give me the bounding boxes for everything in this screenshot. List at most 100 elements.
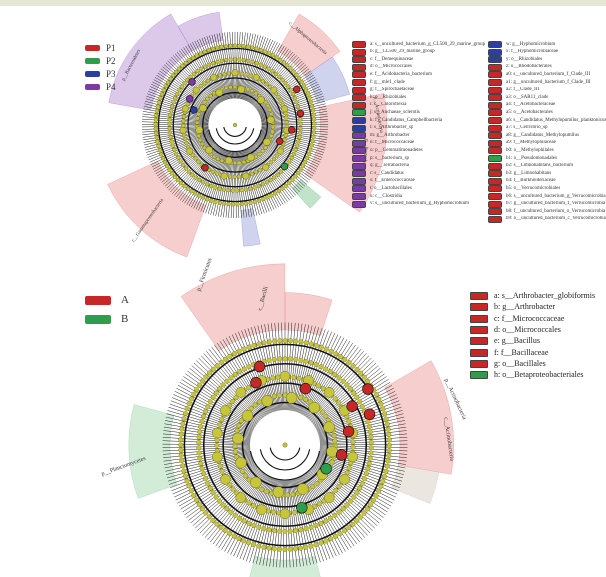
taxon-node (297, 135, 302, 140)
taxon-node (283, 183, 289, 188)
taxon-node (271, 393, 277, 399)
taxon-node (368, 445, 374, 451)
taxon-node (254, 170, 259, 175)
taxon-node (313, 362, 319, 368)
taxon-node (179, 127, 187, 134)
branch-line (174, 391, 254, 430)
taxa-key-item: i: c__Chloroflexia (352, 101, 407, 109)
taxa-key-swatch (488, 147, 502, 155)
legend-item-p4: P4 (85, 82, 116, 92)
taxon-node (215, 88, 224, 97)
taxon-node (386, 453, 392, 459)
taxon-node (323, 518, 329, 524)
taxon-node (266, 357, 272, 363)
taxon-node (241, 159, 246, 165)
taxon-node (153, 130, 159, 136)
taxon-node (300, 163, 306, 168)
taxa-key-item: f: g__mle1_clade (352, 79, 405, 86)
taxon-node (157, 148, 162, 153)
taxon-node (303, 159, 308, 164)
taxon-node (386, 442, 392, 448)
taxon-node (178, 437, 184, 443)
taxon-node (159, 152, 164, 157)
taxon-node (269, 133, 274, 138)
taxon-node (171, 73, 176, 78)
taxa-key-label: a2: f__Clade_III (506, 87, 540, 93)
taxon-node (267, 107, 272, 113)
taxon-node (354, 490, 360, 496)
taxon-node (168, 76, 173, 81)
taxon-node (220, 172, 228, 180)
taxon-node (376, 488, 382, 494)
taxon-node (212, 451, 223, 463)
taxon-node (181, 114, 186, 119)
taxa-key-swatch (352, 63, 366, 71)
taxon-node (266, 51, 272, 56)
taxon-node (156, 100, 162, 105)
branch-line (164, 451, 251, 469)
taxon-node (332, 512, 338, 518)
taxon-node (246, 500, 252, 506)
taxon-node (246, 364, 252, 370)
taxon-node (311, 130, 317, 135)
root-node (232, 122, 238, 128)
taxon-node (385, 458, 391, 464)
taxa-key-item: b9: o__uncultured_bacterium_c_Verrucomic… (488, 215, 606, 223)
taxon-node (205, 78, 211, 83)
taxon-node (196, 445, 202, 451)
taxon-node (196, 502, 202, 507)
taxon-node (340, 378, 346, 384)
legend-swatch-p1 (85, 45, 100, 51)
taxa-key-label: a7: s__Cellvibrio_sp (506, 125, 548, 131)
taxon-node (323, 421, 335, 433)
taxon-node (262, 163, 270, 171)
taxon-node (298, 357, 304, 363)
taxa-key-label: f: f__Bacillaceae (494, 347, 549, 357)
taxon-node (354, 518, 360, 524)
taxon-node (179, 426, 185, 432)
taxon-node (241, 57, 246, 63)
taxa-key-swatch (470, 371, 488, 380)
taxon-node (293, 338, 299, 344)
taxon-node (231, 533, 237, 539)
taxon-node (347, 451, 358, 463)
taxon-node (305, 91, 310, 96)
taxon-node (202, 81, 207, 86)
taxon-node (288, 88, 293, 93)
taxa-key-label: b: g__Arthrobacter (494, 302, 556, 312)
taxon-node (246, 153, 255, 162)
taxa-key-item: f: f__Bacillaceae (470, 348, 548, 358)
taxon-node (219, 58, 224, 63)
taxon-node (373, 493, 379, 499)
taxon-node (316, 501, 322, 507)
taxon-node (206, 48, 211, 53)
taxon-node (386, 432, 392, 438)
taxon-node (276, 94, 281, 100)
taxon-node (303, 87, 309, 92)
taxon-node (232, 372, 238, 378)
taxon-node (232, 43, 237, 48)
taxa-key-swatch (488, 79, 502, 86)
taxa-key-swatch (488, 109, 502, 117)
taxon-node (308, 147, 313, 152)
taxa-key-swatch (488, 94, 502, 102)
taxon-node (368, 434, 374, 440)
taxa-key-swatch (352, 56, 366, 64)
taxon-node (290, 92, 295, 97)
taxa-key-swatch (488, 200, 502, 208)
taxon-node (205, 480, 211, 486)
taxon-node (261, 197, 266, 202)
clade-label: p__Actinobacteria (372, 96, 383, 134)
taxa-key-item: a: s__Arthrobacter_globiformis (470, 291, 595, 301)
taxon-node (198, 460, 204, 466)
taxon-node (254, 61, 259, 66)
taxon-node (226, 201, 231, 207)
legend-label-a: A (121, 294, 129, 306)
taxon-node (364, 506, 370, 512)
taxa-key-label: y: o__Rhizobiales (506, 56, 543, 62)
taxon-node (311, 112, 316, 117)
taxon-node (290, 177, 295, 182)
taxa-key-item: n: f__Micrococcaceae (352, 139, 414, 147)
taxon-node (154, 135, 159, 140)
taxa-key-swatch (488, 170, 502, 178)
